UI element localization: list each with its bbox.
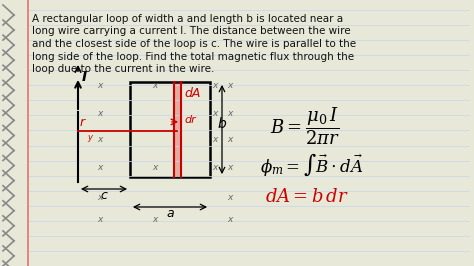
Text: x: x	[212, 109, 218, 118]
Text: x: x	[212, 135, 218, 144]
Text: x: x	[152, 164, 158, 172]
Text: A rectangular loop of width a and length b is located near a: A rectangular loop of width a and length…	[32, 14, 343, 24]
Text: x: x	[212, 81, 218, 89]
Text: x: x	[97, 215, 103, 225]
Text: x: x	[97, 164, 103, 172]
Text: x: x	[228, 109, 233, 118]
Text: x: x	[97, 81, 103, 89]
Text: x: x	[228, 215, 233, 225]
Text: x: x	[228, 81, 233, 89]
Text: $dA = b\,dr$: $dA = b\,dr$	[265, 188, 349, 206]
Text: x: x	[97, 135, 103, 144]
Text: x: x	[212, 164, 218, 172]
Text: I: I	[82, 70, 87, 84]
Text: b: b	[218, 117, 227, 131]
Text: x: x	[97, 193, 103, 202]
Text: loop due to the current in the wire.: loop due to the current in the wire.	[32, 64, 214, 74]
Bar	[174, 82, 181, 177]
Text: long side of the loop. Find the total magnetic flux through the: long side of the loop. Find the total ma…	[32, 52, 354, 61]
Text: dr: dr	[184, 115, 196, 125]
Text: y: y	[87, 134, 92, 142]
Text: $\phi_m = \int \vec{B} \cdot d\vec{A}$: $\phi_m = \int \vec{B} \cdot d\vec{A}$	[260, 152, 364, 178]
Text: x: x	[97, 109, 103, 118]
Text: x: x	[228, 193, 233, 202]
Text: r: r	[80, 117, 85, 129]
Text: a: a	[166, 207, 174, 220]
Text: long wire carrying a current I. The distance between the wire: long wire carrying a current I. The dist…	[32, 27, 351, 36]
Text: x: x	[228, 164, 233, 172]
Text: dA: dA	[184, 87, 201, 100]
Text: and the closest side of the loop is c. The wire is parallel to the: and the closest side of the loop is c. T…	[32, 39, 356, 49]
Text: x: x	[152, 215, 158, 225]
Text: x: x	[152, 81, 158, 89]
Bar	[130, 82, 210, 177]
Text: c: c	[100, 189, 108, 202]
Text: x: x	[228, 135, 233, 144]
Text: $B = \dfrac{\mu_0\, I}{2\pi r}$: $B = \dfrac{\mu_0\, I}{2\pi r}$	[270, 105, 340, 147]
